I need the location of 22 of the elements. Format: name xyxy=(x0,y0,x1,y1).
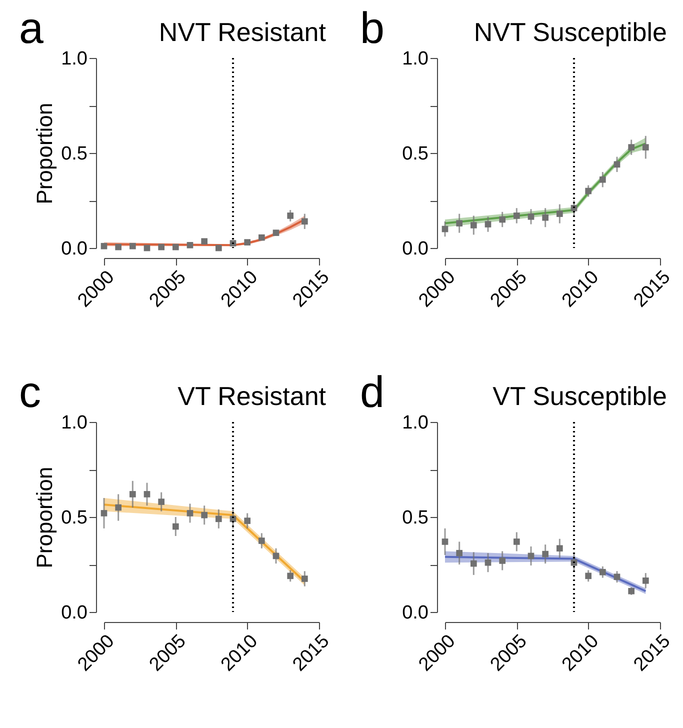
chart-title: VT Resistant xyxy=(178,381,327,411)
y-tick-label: 0.5 xyxy=(61,508,88,528)
y-axis-title: Proportion xyxy=(32,466,58,568)
y-tick-label: 0.5 xyxy=(402,144,428,164)
y-tick-label: 0.5 xyxy=(61,144,88,164)
text: a xyxy=(19,4,44,53)
text: d xyxy=(360,368,384,417)
text: c xyxy=(19,368,41,417)
y-tick-label: 1.0 xyxy=(402,48,428,70)
y-axis-title: Proportion xyxy=(32,102,58,204)
chart-title: VT Susceptible xyxy=(492,381,667,411)
text: b xyxy=(360,4,384,53)
y-tick-label: 1.0 xyxy=(61,412,88,434)
y-tick-label: 0.0 xyxy=(61,238,88,260)
y-tick-label: 0.5 xyxy=(402,508,428,528)
chart-title: NVT Susceptible xyxy=(474,17,667,47)
y-tick-label: 1.0 xyxy=(402,412,428,434)
y-tick-label: 0.0 xyxy=(402,238,428,260)
y-tick-label: 0.0 xyxy=(402,602,428,624)
y-tick-label: 0.0 xyxy=(61,602,88,624)
chart-title: NVT Resistant xyxy=(158,17,327,47)
y-tick-label: 1.0 xyxy=(61,48,88,70)
